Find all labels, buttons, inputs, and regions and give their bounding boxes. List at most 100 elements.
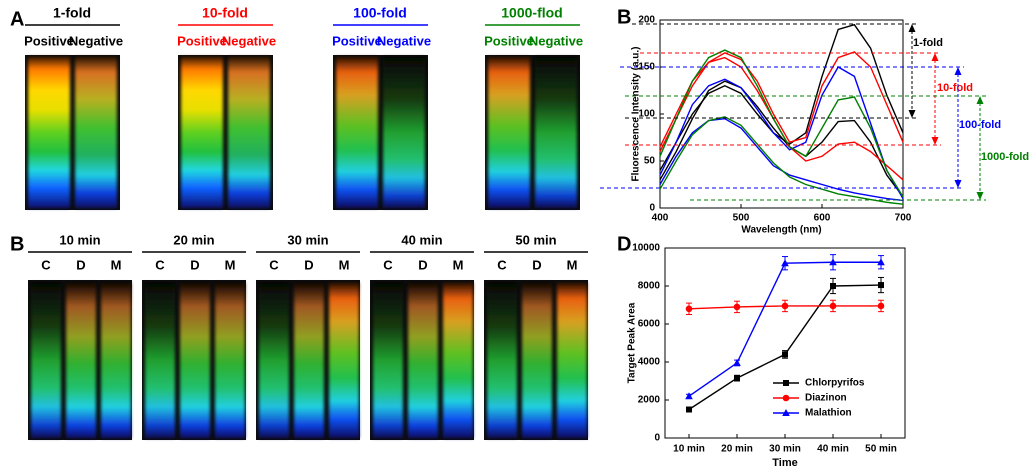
group-title: 20 min <box>173 232 214 247</box>
gel-lane <box>488 57 530 208</box>
gel-lane <box>101 283 131 438</box>
gel-lane <box>522 283 552 438</box>
gel-lane <box>383 57 425 208</box>
lane-label: Negative <box>69 33 123 48</box>
arrow-head <box>931 137 939 145</box>
lane-label: M <box>339 257 350 272</box>
y-tick-label: 0 <box>654 433 660 444</box>
marker <box>830 283 836 289</box>
marker <box>877 258 885 266</box>
arrow-head <box>976 96 984 104</box>
marker <box>877 302 885 310</box>
arrow-head <box>954 180 962 188</box>
gel-lane <box>408 283 438 438</box>
x-tick-label: 500 <box>733 213 750 224</box>
y-tick-label: 100 <box>638 109 655 120</box>
y-tick-label: 150 <box>638 62 655 73</box>
lane-label: M <box>567 257 578 272</box>
x-tick-label: 30 min <box>769 444 801 455</box>
gel-lane <box>180 283 210 438</box>
arrow-head <box>931 53 939 61</box>
legend-label: Chlorpyrifos <box>805 378 865 389</box>
marker <box>685 392 693 400</box>
panel-label: B <box>10 233 24 255</box>
annotation-label: 1-fold <box>913 37 943 49</box>
lane-label: C <box>497 257 507 272</box>
lane-label: Negative <box>529 33 583 48</box>
gel-lane <box>228 57 270 208</box>
group-title: 30 min <box>287 232 328 247</box>
group-title: 100-fold <box>353 5 407 21</box>
y-axis-label: Target Peak Area <box>627 302 638 383</box>
x-tick-label: 10 min <box>673 444 705 455</box>
y-tick-label: 50 <box>644 156 656 167</box>
y-tick-label: 8000 <box>638 281 661 292</box>
gel-lane <box>145 283 175 438</box>
gel-lane <box>259 283 289 438</box>
group-title: 10 min <box>59 232 100 247</box>
lane-label: M <box>453 257 464 272</box>
lane-label: C <box>41 257 51 272</box>
gel-lane <box>329 283 359 438</box>
y-tick-label: 0 <box>649 203 655 214</box>
series-line <box>688 261 881 397</box>
lane-label: Positive <box>484 33 534 48</box>
lane-label: C <box>269 257 279 272</box>
gel-lane <box>294 283 324 438</box>
marker <box>733 358 741 366</box>
x-tick-label: 700 <box>895 213 912 224</box>
marker <box>783 380 789 386</box>
arrow-head <box>908 24 916 32</box>
y-tick-label: 2000 <box>638 395 661 406</box>
lane-label: C <box>155 257 165 272</box>
lane-label: Positive <box>24 33 74 48</box>
marker <box>781 259 789 267</box>
marker <box>685 305 693 313</box>
legend-label: Diazinon <box>805 393 847 404</box>
gel-lane <box>66 283 96 438</box>
gel-lane <box>215 283 245 438</box>
lane-label: C <box>383 257 393 272</box>
marker <box>878 282 884 289</box>
y-tick-label: 4000 <box>638 357 661 368</box>
gel-lane <box>557 283 587 438</box>
marker <box>734 375 740 382</box>
group-title: 10-fold <box>202 5 248 21</box>
marker <box>829 302 837 310</box>
arrow-head <box>908 110 916 118</box>
x-tick-label: 600 <box>814 213 831 224</box>
y-tick-label: 200 <box>638 15 655 26</box>
series-line <box>659 66 904 199</box>
series-line <box>659 80 904 198</box>
lane-label: D <box>190 257 199 272</box>
arrow-head <box>976 192 984 200</box>
marker <box>829 258 837 266</box>
panel-label: D <box>617 233 631 255</box>
y-axis-label: Fluorescence Intensity (a.u.) <box>631 46 642 181</box>
x-tick-label: 40 min <box>817 444 849 455</box>
annotation-label: 10-fold <box>937 82 973 94</box>
lane-label: Negative <box>377 33 431 48</box>
marker <box>781 302 789 310</box>
group-title: 1000-flod <box>501 5 562 21</box>
gel-lane <box>373 283 403 438</box>
gel-lane <box>535 57 577 208</box>
group-title: 1-fold <box>53 5 91 21</box>
marker <box>782 394 790 402</box>
gel-lane <box>75 57 117 208</box>
x-tick-label: 20 min <box>721 444 753 455</box>
lane-label: D <box>418 257 427 272</box>
lane-label: Negative <box>222 33 276 48</box>
lane-label: M <box>111 257 122 272</box>
gel-lane <box>443 283 473 438</box>
x-tick-label: 50 min <box>865 444 897 455</box>
series-line <box>659 49 904 198</box>
marker <box>686 406 692 413</box>
gel-lane <box>181 57 223 208</box>
gel-lane <box>336 57 378 208</box>
y-tick-label: 10000 <box>632 243 660 254</box>
gel-lane <box>487 283 517 438</box>
lane-label: D <box>532 257 541 272</box>
arrow-head <box>954 67 962 75</box>
